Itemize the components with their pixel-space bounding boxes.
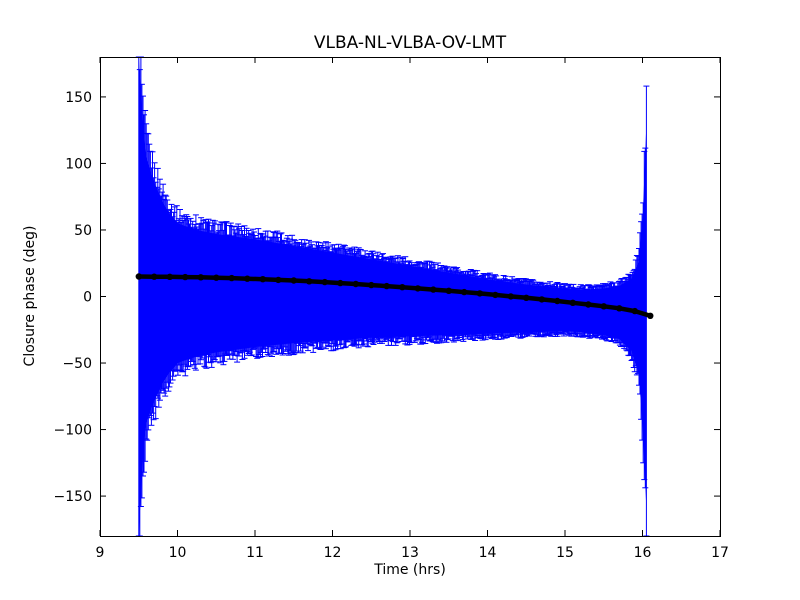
axes-frame: 9 10 11 12 13 14 15 16 17 −150 −100 −50 0 50 100 150 xyxy=(54,57,729,561)
plot-title: VLBA-NL-VLBA-OV-LMT xyxy=(313,33,507,53)
y-tick-label: −150 xyxy=(54,489,92,505)
x-tick-label: 10 xyxy=(169,545,187,561)
x-axis-label: Time (hrs) xyxy=(374,562,446,578)
x-tick-label: 13 xyxy=(401,545,419,561)
x-tick-label: 11 xyxy=(246,545,264,561)
y-tick-label: 150 xyxy=(65,90,92,106)
x-tick-label: 9 xyxy=(96,545,105,561)
x-tick-label: 15 xyxy=(556,545,574,561)
error-band xyxy=(135,56,650,537)
x-tick-label: 12 xyxy=(324,545,342,561)
y-tick-label: 0 xyxy=(83,290,92,306)
x-tick-label: 14 xyxy=(479,545,497,561)
x-tick-label: 16 xyxy=(634,545,652,561)
closure-phase-line xyxy=(135,273,654,319)
y-tick-label: −50 xyxy=(62,356,92,372)
y-tick-label: 100 xyxy=(65,156,92,172)
y-axis-label: Closure phase (deg) xyxy=(22,225,38,367)
y-tick-label: 50 xyxy=(74,223,92,239)
y-tick-label: −100 xyxy=(54,423,92,439)
x-tick-label: 17 xyxy=(711,545,729,561)
